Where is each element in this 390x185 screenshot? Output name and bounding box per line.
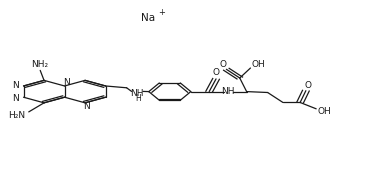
Text: OH: OH <box>252 60 266 69</box>
Text: O: O <box>220 60 227 69</box>
Text: +: + <box>158 8 165 17</box>
Text: OH: OH <box>318 107 332 116</box>
Text: N: N <box>12 94 18 103</box>
Text: NH: NH <box>131 89 144 98</box>
Text: O: O <box>304 81 311 90</box>
Text: H: H <box>135 94 141 103</box>
Text: N: N <box>12 80 18 90</box>
Text: NH₂: NH₂ <box>31 60 48 69</box>
Text: N: N <box>63 78 70 87</box>
Text: N: N <box>83 102 90 111</box>
Text: O: O <box>213 68 220 77</box>
Text: NH: NH <box>222 87 235 96</box>
Text: H₂N: H₂N <box>8 111 25 120</box>
Text: Na: Na <box>142 13 156 23</box>
